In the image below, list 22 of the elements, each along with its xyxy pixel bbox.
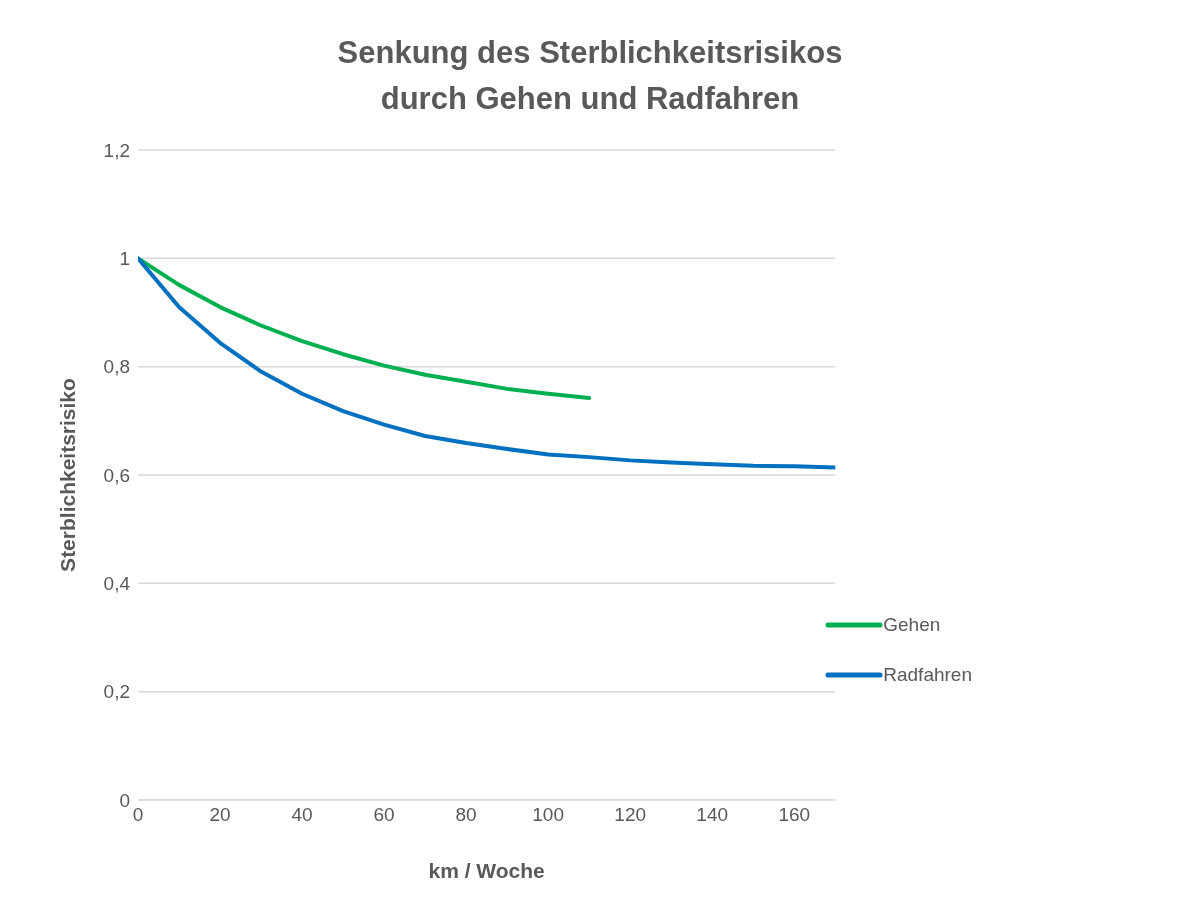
x-tick-label: 40 [291, 804, 313, 826]
y-axis-title: Sterblichkeitsrisiko [56, 378, 80, 572]
line-series [138, 256, 592, 401]
chart-title: Senkung des Sterblichkeitsrisikos durch Gehen und Radfahren [336, 34, 844, 118]
x-tick-label: 140 [696, 804, 729, 826]
x-tick-label: 60 [373, 804, 395, 826]
x-axis-title: km / Woche [428, 859, 545, 882]
y-tick-label: 1 [119, 248, 130, 270]
legend-label: Gehen [883, 614, 941, 636]
y-tick-label: 0,8 [103, 356, 130, 378]
y-tick-label: 1,2 [103, 139, 130, 161]
y-tick-label: 0 [119, 789, 130, 811]
y-tick-label: 0,6 [103, 464, 130, 486]
y-tick-label: 0,2 [103, 681, 130, 703]
x-tick-label: 80 [455, 804, 477, 826]
x-tick-label: 160 [778, 804, 811, 826]
legend-label: Radfahren [883, 664, 972, 686]
x-tick-label: 100 [532, 804, 565, 826]
line-series [138, 256, 836, 470]
y-tick-label: 0,4 [103, 573, 131, 595]
x-tick-label: 20 [209, 804, 231, 826]
x-tick-label: 120 [614, 804, 647, 826]
